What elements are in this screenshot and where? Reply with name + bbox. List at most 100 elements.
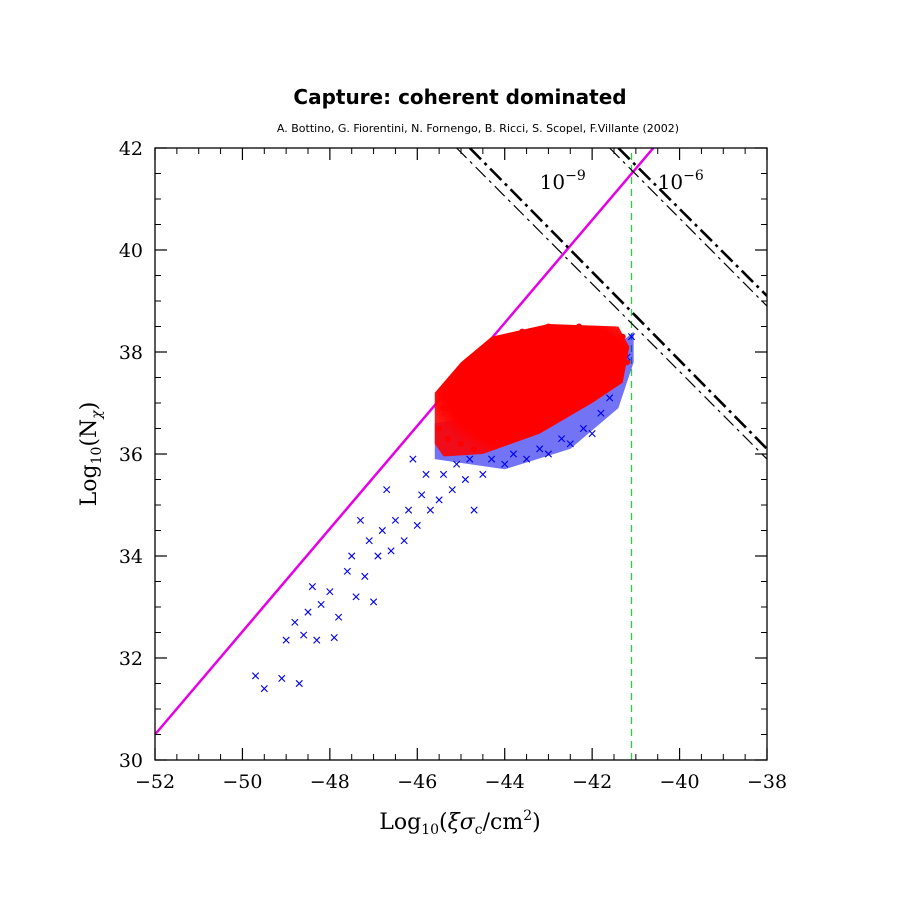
- blue-x-point: [422, 470, 430, 478]
- blue-x-point: [374, 552, 382, 560]
- red-dot-point: [576, 323, 583, 330]
- blue-x-point: [435, 496, 443, 504]
- red-dot-point: [589, 394, 596, 401]
- blue-x-stroke: [470, 506, 478, 514]
- blue-x-point: [369, 598, 378, 606]
- annotation-label: 10−9: [540, 168, 586, 194]
- svg-text:Log10(Nχ): Log10(Nχ): [77, 402, 105, 507]
- x-tick-label: −44: [485, 771, 525, 793]
- blue-x-point: [335, 613, 343, 621]
- blue-x-stroke: [418, 491, 426, 499]
- blue-x-point: [409, 455, 417, 463]
- red-dot-point: [562, 354, 569, 361]
- blue-x-stroke: [361, 572, 369, 580]
- blue-x-point: [479, 470, 487, 478]
- blue-x-point: [260, 685, 268, 693]
- red-dot-point: [584, 359, 591, 366]
- y-tick-label: 42: [119, 138, 143, 160]
- blue-x-point: [387, 547, 395, 555]
- red-dot-point: [458, 440, 464, 447]
- blue-x-stroke: [435, 496, 443, 504]
- blue-x-stroke: [352, 593, 360, 601]
- red-dot-point: [523, 425, 530, 432]
- blue-x-point: [439, 470, 448, 478]
- blue-x-point: [317, 600, 325, 609]
- red-dot-point: [479, 389, 486, 396]
- reference-line-5: [609, 148, 767, 307]
- blue-x-stroke: [300, 631, 308, 639]
- red-dot-point: [536, 359, 543, 366]
- red-dot-point: [501, 405, 508, 412]
- red-dot-point: [619, 333, 626, 340]
- red-dot-point: [602, 328, 609, 335]
- x-tick-label: −48: [310, 771, 350, 793]
- blue-x-point: [470, 506, 478, 514]
- blue-x-point: [426, 506, 434, 514]
- y-tick-label: 32: [119, 648, 143, 670]
- blue-x-stroke: [479, 470, 487, 478]
- y-tick-label: 36: [119, 444, 143, 466]
- blue-x-stroke: [251, 672, 260, 680]
- blue-x-point: [356, 516, 365, 524]
- blue-x-stroke: [369, 598, 378, 606]
- red-dot-point: [567, 405, 574, 412]
- blue-x-stroke: [365, 537, 373, 545]
- blue-x-stroke: [461, 475, 469, 484]
- red-dot-point: [453, 384, 460, 391]
- red-dot-point: [492, 338, 499, 345]
- blue-x-stroke: [391, 516, 400, 524]
- x-tick-label: −42: [572, 771, 612, 793]
- blue-x-stroke: [422, 470, 430, 478]
- blue-x-stroke: [335, 613, 343, 621]
- red-dot-point: [444, 435, 451, 442]
- red-dot-point: [624, 359, 631, 366]
- x-tick-label: −38: [747, 771, 787, 793]
- blue-x-stroke: [348, 552, 356, 560]
- red-dot-point: [545, 323, 552, 330]
- blue-x-stroke: [317, 600, 325, 609]
- blue-x-stroke: [295, 679, 303, 688]
- red-dot-point: [466, 410, 473, 417]
- axes: −52 −50 −48 −46 −44 −42 −40 −38 30 32 34 36 38 40 42: [119, 138, 787, 793]
- blue-x-point: [391, 516, 400, 524]
- red-dot-point: [501, 430, 508, 437]
- blue-x-stroke: [409, 455, 417, 463]
- blue-x-stroke: [356, 516, 365, 524]
- blue-x-stroke: [404, 506, 413, 514]
- blue-x-point: [343, 567, 351, 575]
- y-axis-label: Log10(Nχ): [77, 402, 105, 507]
- blue-x-point: [291, 618, 299, 626]
- blue-x-stroke: [374, 552, 382, 560]
- blue-x-point: [295, 679, 303, 688]
- red-dot-point: [436, 425, 443, 432]
- blue-x-point: [330, 634, 338, 642]
- reference-line-0: [155, 148, 655, 736]
- blue-x-point: [378, 526, 386, 535]
- chart-subtitle: A. Bottino, G. Fiorentini, N. Fornengo, …: [277, 122, 679, 135]
- blue-x-stroke: [291, 618, 299, 626]
- red-dot-point: [527, 389, 534, 396]
- blue-x-point: [300, 631, 308, 639]
- blue-x-point: [308, 583, 316, 591]
- blue-x-stroke: [413, 521, 421, 529]
- red-dot-point: [519, 328, 526, 335]
- red-dot-point: [545, 415, 552, 422]
- blue-x-stroke: [308, 583, 316, 591]
- red-dot-point: [440, 405, 447, 412]
- x-tick-label: −52: [135, 771, 175, 793]
- blue-x-point: [400, 537, 408, 545]
- red-dot-point: [471, 359, 478, 366]
- blue-x-stroke: [378, 526, 386, 535]
- blue-x-point: [313, 636, 321, 644]
- reference-line-4: [617, 148, 767, 297]
- blue-x-stroke: [330, 634, 338, 642]
- blue-x-point: [352, 593, 360, 601]
- plot-area: 10−9 10−6: [155, 148, 767, 760]
- x-tick-label: −50: [222, 771, 262, 793]
- y-tick-label: 38: [119, 342, 143, 364]
- blue-x-stroke: [439, 470, 448, 478]
- blue-x-point: [448, 486, 456, 494]
- reference-line-2: [468, 148, 767, 450]
- svg-text:Log10(ξσc/cm2): Log10(ξσc/cm2): [379, 808, 540, 838]
